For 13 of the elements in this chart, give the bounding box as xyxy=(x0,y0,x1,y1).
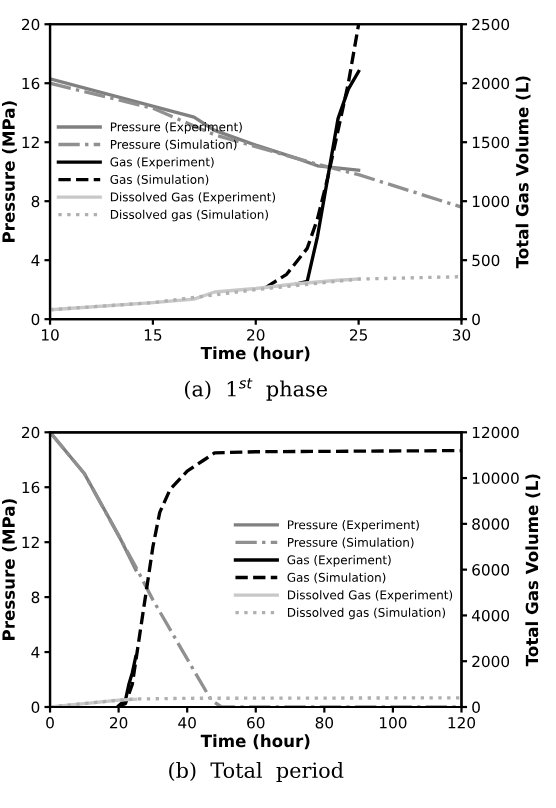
line-series xyxy=(50,432,462,707)
x-axis-title: Time (hour) xyxy=(200,346,310,362)
line-series xyxy=(50,277,361,312)
line-series xyxy=(50,81,462,209)
text: (b) Total period xyxy=(169,761,344,783)
y2-axis-title: Total Gas Volume (L) xyxy=(515,76,531,269)
line-series xyxy=(50,275,462,312)
text: (a) 1$^{st}$ phase xyxy=(185,378,328,401)
line-series xyxy=(50,77,361,172)
y2-axis-title: Total Gas Volume (L) xyxy=(525,474,541,667)
x-axis-title: Time (hour) xyxy=(200,734,310,750)
y-axis-title: Pressure (MPa) xyxy=(1,499,17,640)
y-axis-title: Pressure (MPa) xyxy=(1,101,17,242)
